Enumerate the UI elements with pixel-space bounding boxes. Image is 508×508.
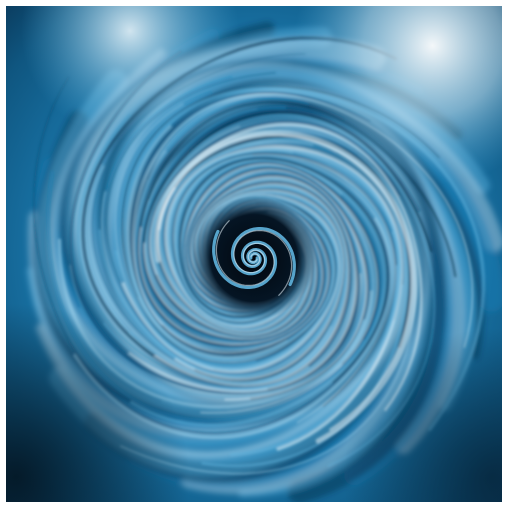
core-spiral <box>212 220 296 296</box>
core-spiral-arm <box>233 230 293 296</box>
swirl-core <box>192 196 316 320</box>
core-spiral-arm <box>215 220 275 286</box>
swirl-image <box>6 6 502 502</box>
swirl-canvas <box>6 6 502 502</box>
